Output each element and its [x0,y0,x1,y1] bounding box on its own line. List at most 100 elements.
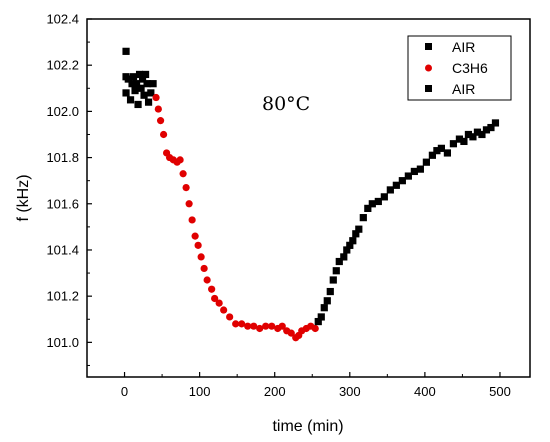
data-point-air [320,304,328,312]
data-point-c3h6 [220,306,228,314]
data-point-air [349,237,357,245]
data-point-air [410,167,418,176]
data-point-air [404,172,412,180]
data-point-c3h6 [287,329,295,337]
y-tick-label: 102.0 [46,104,79,119]
data-point-air [332,267,340,275]
data-point-air [455,135,464,143]
data-point-c3h6 [200,264,208,273]
data-point-air [374,197,382,206]
data-point-c3h6 [159,130,168,139]
data-point-air [141,70,150,79]
data-point-air [433,147,441,155]
x-axis-label: time (min) [272,418,343,435]
data-point-c3h6 [208,285,216,293]
data-point-air [340,253,348,261]
data-point-air [416,165,424,173]
data-point-air [422,158,430,166]
data-point-air [359,214,367,222]
data-point-air [380,193,388,201]
data-point-air [473,128,482,136]
y-tick-label: 101.6 [46,196,79,211]
temperature-annotation: 80°C [262,93,310,115]
data-point-c3h6 [203,276,211,284]
data-point-air [143,80,151,88]
plot-frame [86,18,531,378]
data-point-air [128,80,136,88]
data-point-c3h6 [232,320,240,328]
data-point-air [140,91,148,99]
data-point-air [126,96,135,104]
data-point-c3h6 [215,299,223,307]
x-tick-label: 100 [189,384,211,399]
y-tick-label: 101.0 [46,335,79,350]
data-point-air [469,133,477,141]
data-point-air [398,177,406,185]
data-point-c3h6 [311,324,319,333]
data-point-air [487,123,495,132]
legend-label-c3h6: C3H6 [452,60,488,76]
data-point-air [343,246,351,254]
data-point-air [491,119,500,127]
data-point-c3h6 [211,294,219,303]
data-point-air [329,276,337,284]
y-tick-label: 102.4 [46,12,79,27]
y-tick-label: 101.4 [46,242,79,257]
data-point-air [144,98,153,106]
data-point-air [147,89,155,97]
axis-ticks: 0 100 200 300 400 500 101.0 101.2 101.4 101.6 101.… [46,12,510,400]
data-point-air [449,140,458,148]
data-point-air [437,144,445,152]
data-points [122,47,500,342]
data-point-air [122,89,130,97]
data-point-c3h6 [256,324,264,333]
data-point-air [386,186,394,194]
data-point-air [135,70,144,79]
data-point-air [335,257,343,266]
data-point-c3h6 [226,313,234,321]
data-point-c3h6 [152,93,160,102]
x-tick-label: 500 [489,384,511,399]
data-point-c3h6 [278,322,286,330]
data-point-air [317,313,325,321]
data-point-air [364,204,372,212]
y-tick-label: 102.2 [46,58,79,73]
data-point-c3h6 [238,320,246,328]
legend-marker-c3h6 [425,64,432,72]
data-point-air [122,47,130,55]
data-point-c3h6 [191,232,199,240]
legend-label-air-2: AIR [452,81,475,97]
data-point-air [129,73,138,81]
data-point-air [482,126,491,134]
legend-marker-air-1 [425,43,432,50]
data-point-c3h6 [156,117,165,125]
data-point-c3h6 [176,156,184,164]
data-point-c3h6 [262,322,270,330]
y-tick-label: 101.8 [46,150,79,165]
data-point-c3h6 [185,200,193,208]
y-axis-label: f (kHz) [15,174,32,221]
data-point-air [355,225,363,233]
data-point-air [314,317,322,326]
data-point-air [134,100,142,109]
data-point-air [352,230,360,238]
data-point-air [124,75,132,83]
legend-marker-air-2 [425,85,432,92]
x-tick-label: 0 [121,384,128,399]
data-point-air [323,297,331,305]
data-point-c3h6 [244,322,252,330]
legend-label-air-1: AIR [452,39,475,55]
data-point-air [149,80,157,88]
data-point-c3h6 [188,216,196,224]
data-point-c3h6 [194,241,202,249]
data-point-air [131,87,139,95]
x-tick-label: 300 [339,384,361,399]
data-point-c3h6 [179,170,187,178]
data-point-air [443,149,452,157]
data-point-air [464,130,473,139]
y-tick-label: 101.2 [46,289,79,304]
data-point-air [138,75,147,83]
data-point-c3h6 [197,253,205,261]
x-tick-label: 200 [264,384,286,399]
